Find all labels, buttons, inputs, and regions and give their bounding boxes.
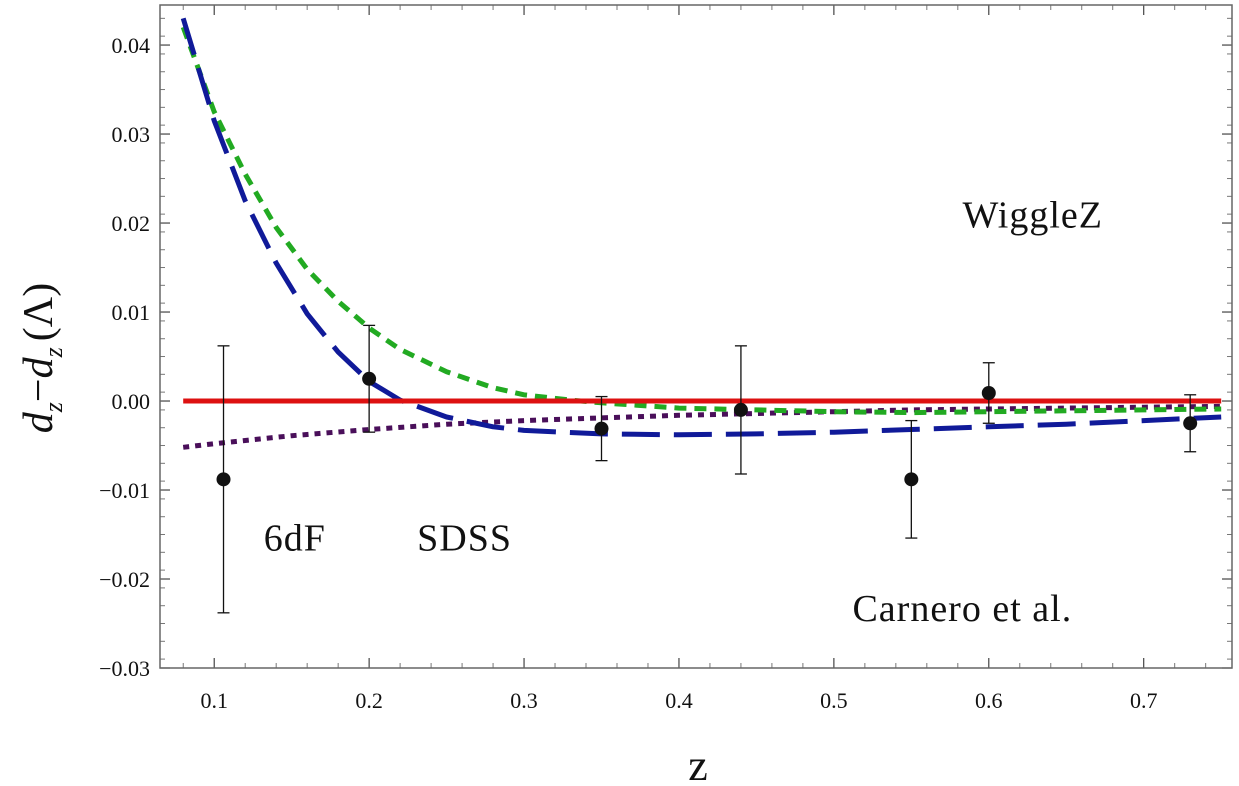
y-tick-label: 0.04 [112,33,151,58]
x-tick-label: 0.4 [665,688,693,713]
data-point [362,371,377,386]
data-point [904,472,919,487]
x-axis-title: z [688,741,708,786]
annotation-label: 6dF [264,518,326,560]
x-tick-label: 0.3 [510,688,538,713]
y-tick-label: −0.03 [99,656,150,681]
curves-layer [180,17,1222,450]
series-line-long-dash [180,17,1222,438]
annotation-label: SDSS [417,518,512,560]
annotation-label: WiggleZ [962,194,1103,236]
annotation-label: Carnero et al. [852,588,1072,630]
x-tick-label: 0.7 [1130,688,1158,713]
y-title-d2: d [16,356,62,378]
y-tick-label: 0.03 [112,122,151,147]
y-axis-title: dz−dz(Λ) [16,283,68,433]
y-tick-label: 0.01 [112,300,151,325]
data-point [733,402,748,417]
y-title-sub2: z [39,347,68,358]
x-tick-label: 0.5 [820,688,848,713]
x-tick-label: 0.6 [975,688,1003,713]
data-point [1183,416,1198,431]
series-line-short-dash [180,26,1222,416]
points-layer [216,324,1198,614]
ticks-layer: 0.1 0.2 0.3 0.4 0.5 0.6 0.7 0.04 0.03 0.02 0.01 0.0… [99,5,1232,713]
y-tick-label: −0.01 [99,478,150,503]
y-title-minus: − [16,378,62,402]
x-tick-label: 0.1 [200,688,228,713]
data-point [594,421,609,436]
x-tick-label: 0.2 [355,688,383,713]
data-point [216,472,231,487]
y-tick-label: 0.02 [112,211,151,236]
y-tick-label: 0.00 [112,389,151,414]
svg-text:dz−dz(Λ): dz−dz(Λ) [16,283,68,433]
annotation-layer: WiggleZ 6dF SDSS Carnero et al. [264,194,1103,630]
y-title-d1: d [16,411,62,433]
plot-frame [159,4,1233,669]
y-title-sub1: z [39,402,68,413]
y-title-lambda: (Λ) [16,283,62,341]
series-line-dotted [182,403,1222,450]
data-point [981,386,996,401]
y-tick-label: −0.02 [99,567,150,592]
